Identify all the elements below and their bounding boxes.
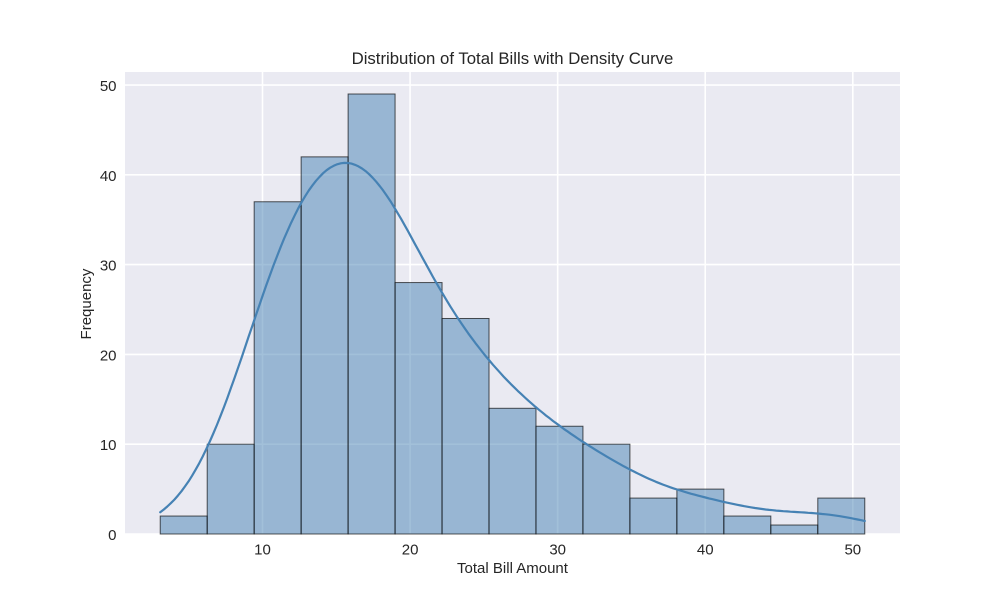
svg-text:50: 50: [844, 542, 861, 559]
svg-text:0: 0: [108, 527, 116, 544]
svg-text:Distribution of Total Bills wi: Distribution of Total Bills with Density…: [352, 49, 674, 68]
svg-text:20: 20: [100, 347, 117, 364]
svg-text:20: 20: [402, 542, 419, 559]
svg-text:Total Bill Amount: Total Bill Amount: [457, 560, 569, 577]
svg-text:10: 10: [254, 542, 271, 559]
svg-text:10: 10: [100, 437, 117, 454]
svg-text:50: 50: [100, 78, 117, 95]
svg-text:30: 30: [100, 258, 117, 275]
svg-text:40: 40: [697, 542, 714, 559]
svg-text:40: 40: [100, 168, 117, 185]
svg-text:30: 30: [549, 542, 566, 559]
svg-text:Frequency: Frequency: [78, 268, 95, 339]
